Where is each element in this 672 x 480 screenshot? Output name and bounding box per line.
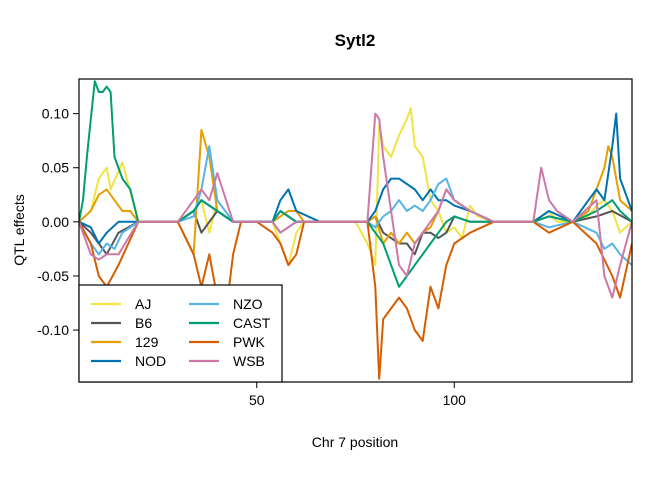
y-tick-label: -0.05 (37, 268, 69, 284)
x-tick-label: 100 (443, 392, 467, 408)
legend-label-wsb: WSB (233, 353, 265, 369)
legend-label-nod: NOD (135, 353, 166, 369)
series-line-aj (79, 107, 632, 267)
y-axis-label: QTL effects (11, 194, 27, 266)
y-tick-label: 0.00 (42, 214, 69, 230)
legend-label-nzo: NZO (233, 296, 263, 312)
legend: AJ B6 129 NOD NZO CAST PWK WSB (78, 284, 283, 383)
x-axis: 50 100 (249, 382, 466, 408)
plot-area (79, 80, 632, 380)
chart-title: Sytl2 (335, 31, 376, 50)
legend-label-b6: B6 (135, 315, 152, 331)
x-tick-label: 50 (249, 392, 265, 408)
y-tick-label: 0.10 (42, 106, 69, 122)
series-line-wsb (79, 112, 632, 299)
y-axis: 0.10 0.05 0.00 -0.05 -0.10 (37, 106, 79, 338)
legend-label-aj: AJ (135, 296, 151, 312)
series-line-129 (79, 128, 632, 256)
legend-label-129: 129 (135, 334, 159, 350)
x-axis-label: Chr 7 position (312, 434, 398, 450)
legend-label-pwk: PWK (233, 334, 266, 350)
series-line-nod (79, 112, 632, 245)
plot-frame (78, 78, 633, 383)
series-line-nzo (79, 145, 632, 266)
legend-label-cast: CAST (233, 315, 271, 331)
y-tick-label: -0.10 (37, 322, 69, 338)
y-tick-label: 0.05 (42, 160, 69, 176)
series-line-cast (79, 80, 632, 288)
legend-box (78, 284, 283, 383)
